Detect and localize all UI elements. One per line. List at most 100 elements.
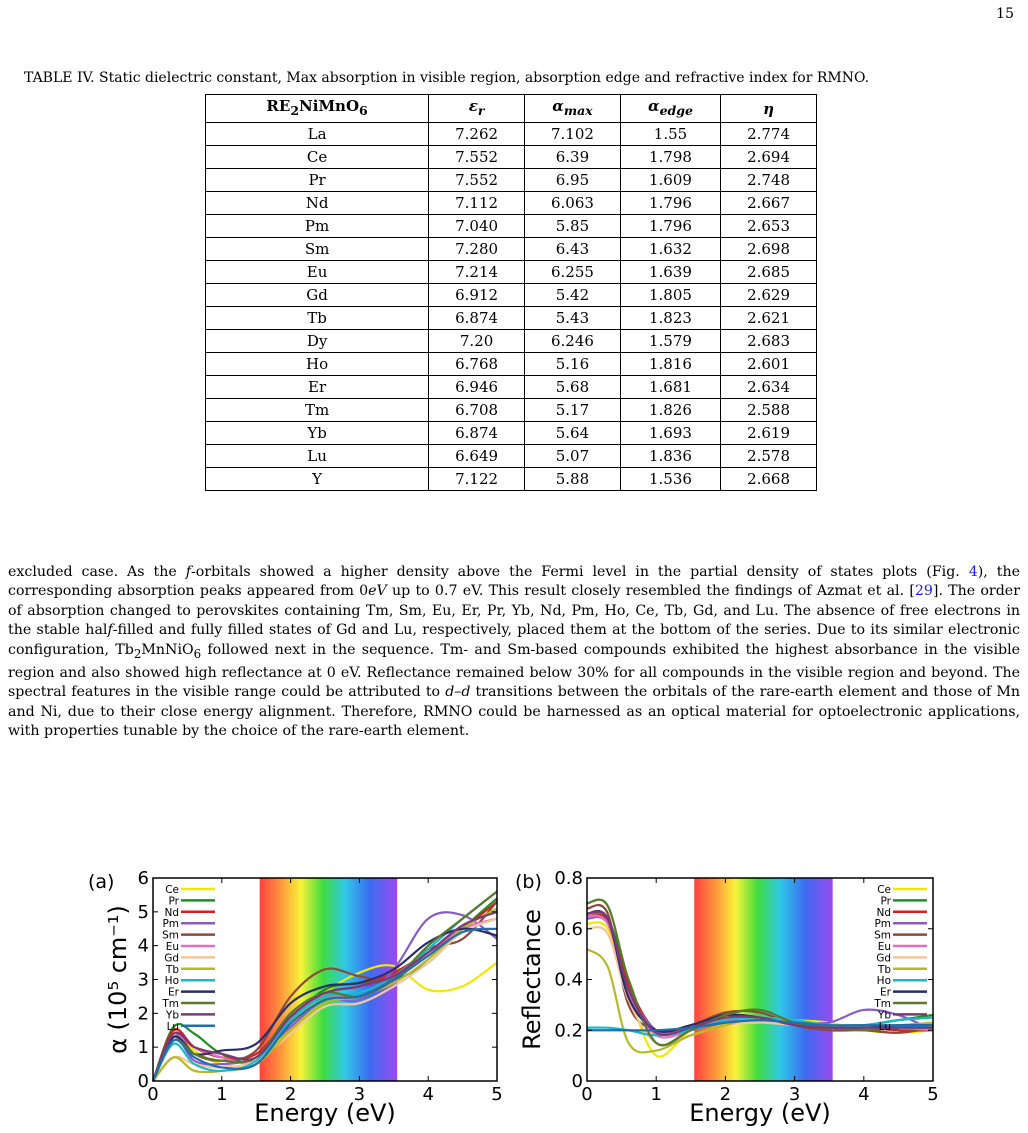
legend-label: Gd — [164, 952, 179, 964]
series-line-tm — [152, 890, 498, 1082]
table-row: Tm 6.708 5.17 1.826 2.588 — [204, 398, 817, 422]
table-cell-element: Pm — [204, 214, 430, 238]
table-cell-value: 2.621 — [720, 306, 817, 330]
x-tick-label: 2 — [285, 1084, 296, 1105]
table-row: Nd 7.112 6.063 1.796 2.667 — [204, 191, 817, 215]
table-cell-value: 5.42 — [524, 283, 621, 307]
table-cell-value: 7.214 — [428, 260, 526, 284]
y-axis-label: Reflectance — [518, 909, 546, 1050]
table-cell-value: 7.040 — [428, 214, 526, 238]
table-cell-value: 2.685 — [720, 260, 817, 284]
table-cell-value: 1.693 — [619, 421, 722, 445]
table-cell-value: 2.698 — [720, 237, 817, 261]
table-cell-value: 6.874 — [428, 421, 526, 445]
table-row: Ce 7.552 6.39 1.798 2.694 — [204, 145, 817, 169]
table-row: Lu 6.649 5.07 1.836 2.578 — [204, 444, 817, 468]
header-alpha-max: αmax — [524, 94, 621, 123]
y-tick-label: 5 — [138, 902, 149, 923]
x-tick-label: 4 — [422, 1084, 433, 1105]
table-caption: TABLE IV. Static dielectric constant, Ma… — [24, 70, 870, 86]
table-cell-element: Tm — [204, 398, 430, 422]
table-cell-value: 1.609 — [619, 168, 722, 192]
table-cell-value: 5.16 — [524, 352, 621, 376]
x-tick-label: 5 — [491, 1084, 502, 1105]
table-cell-value: 1.639 — [619, 260, 722, 284]
table-cell-value: 7.122 — [428, 467, 526, 491]
table-cell-value: 1.681 — [619, 375, 722, 399]
table-cell-value: 7.552 — [428, 168, 526, 192]
table-cell-value: 2.578 — [720, 444, 817, 468]
legend-label: Ce — [877, 884, 891, 896]
table-cell-value: 2.653 — [720, 214, 817, 238]
table-cell-value: 6.874 — [428, 306, 526, 330]
legend-label: Pr — [169, 895, 180, 907]
table-cell-value: 7.262 — [428, 122, 526, 146]
x-tick-label: 5 — [927, 1084, 938, 1105]
figure-reference-link[interactable]: 4 — [968, 564, 978, 580]
table-cell-element: Eu — [204, 260, 430, 284]
citation-link[interactable]: 29 — [914, 583, 933, 600]
series-line-tm — [586, 898, 934, 1047]
legend-label: Sm — [874, 930, 891, 942]
table-cell-element: Tb — [204, 306, 430, 330]
header-eta: η — [720, 94, 817, 123]
table-cell-value: 1.798 — [619, 145, 722, 169]
table-cell-value: 1.55 — [619, 122, 722, 146]
table-cell-value: 5.85 — [524, 214, 621, 238]
x-tick-label: 0 — [581, 1084, 592, 1105]
table-cell-element: La — [204, 122, 430, 146]
data-table: RE2NiMnO6 εr αmax αedge η La 7.262 7.102 1.… — [204, 94, 817, 491]
x-tick-label: 3 — [789, 1084, 800, 1105]
table-row: Pm 7.040 5.85 1.796 2.653 — [204, 214, 817, 238]
legend-label: Ho — [165, 975, 179, 987]
table-body: La 7.262 7.102 1.55 2.774 Ce 7.552 6.39 1.798 2.6… — [204, 122, 817, 491]
x-tick-label: 3 — [354, 1084, 365, 1105]
table-cell-value: 1.816 — [619, 352, 722, 376]
panel-label: (a) — [88, 871, 114, 893]
table-cell-value: 1.579 — [619, 329, 722, 353]
header-alpha-edge: αedge — [619, 94, 722, 123]
table-cell-value: 7.102 — [524, 122, 621, 146]
legend-label: Eu — [878, 941, 891, 953]
panel-a-absorption: 0 1 2 3 4 5 0 1 2 3 4 5 6 Energy (eV) α (10⁵ cm⁻¹) (a) C… — [88, 868, 503, 1127]
table-cell-value: 5.88 — [524, 467, 621, 491]
table-cell-element: Gd — [204, 283, 430, 307]
table-cell-value: 6.912 — [428, 283, 526, 307]
table-header-row: RE2NiMnO6 εr αmax αedge η — [204, 94, 817, 123]
table-row: Er 6.946 5.68 1.681 2.634 — [204, 375, 817, 399]
table-cell-value: 2.601 — [720, 352, 817, 376]
table-cell-value: 6.063 — [524, 191, 621, 215]
table-cell-value: 1.632 — [619, 237, 722, 261]
series-line-pm — [151, 911, 498, 1082]
y-tick-label: 0 — [138, 1071, 149, 1092]
page-number: 15 — [996, 6, 1014, 22]
x-axis-label: Energy (eV) — [689, 1099, 831, 1127]
table-cell-element: Dy — [204, 329, 430, 353]
legend-label: Er — [880, 987, 892, 999]
series-line-yb — [151, 910, 498, 1082]
table-cell-value: 1.826 — [619, 398, 722, 422]
table-cell-element: Nd — [204, 191, 430, 215]
panel-b-reflectance: 0 1 2 3 4 5 0 0.2 0.4 0.6 0.8 Energy (eV) Reflectanc… — [515, 868, 939, 1127]
table-row: Gd 6.912 5.42 1.805 2.629 — [204, 283, 817, 307]
legend-label: Nd — [164, 907, 179, 919]
table-cell-element: Er — [204, 375, 430, 399]
header-epsilon: εr — [428, 94, 526, 123]
y-tick-label: 6 — [138, 868, 149, 889]
table-cell-value: 1.536 — [619, 467, 722, 491]
table-cell-value: 2.748 — [720, 168, 817, 192]
series-line-lu — [152, 927, 498, 1082]
table-cell-value: 5.07 — [524, 444, 621, 468]
table-cell-value: 6.649 — [428, 444, 526, 468]
table-cell-value: 2.774 — [720, 122, 817, 146]
table-cell-value: 1.805 — [619, 283, 722, 307]
table-cell-value: 2.588 — [720, 398, 817, 422]
table-row: Yb 6.874 5.64 1.693 2.619 — [204, 421, 817, 445]
y-tick-label: 0.2 — [554, 1020, 583, 1041]
x-axis-label: Energy (eV) — [254, 1099, 396, 1127]
table-cell-value: 2.629 — [720, 283, 817, 307]
visible-spectrum-band — [694, 878, 833, 1081]
series-line-ho — [152, 890, 498, 1082]
